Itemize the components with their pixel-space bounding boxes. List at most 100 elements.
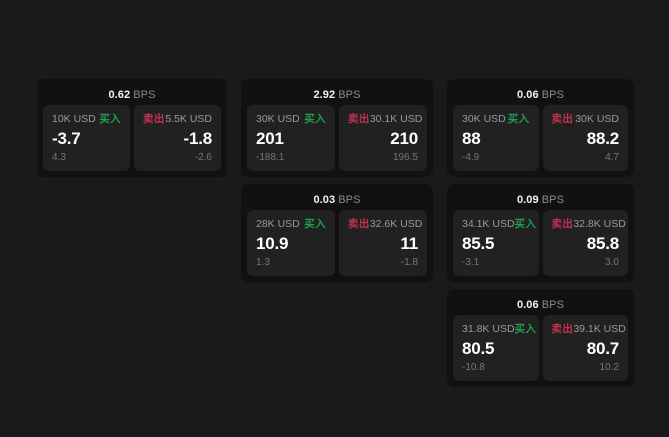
bid-header: 30K USD 买入	[256, 113, 326, 125]
quote-card[interactable]: 0.06 BPS 30K USD 买入 88 -4.9 卖出 30K USD	[447, 79, 634, 177]
ask-price: 210	[390, 129, 418, 148]
spread-value: 0.06	[516, 299, 539, 311]
ask-size: 30K USD	[575, 113, 619, 125]
ask-panel[interactable]: 卖出 30.1K USD 210 196.5	[339, 105, 427, 171]
bid-panel[interactable]: 28K USD 买入 10.9 1.3	[247, 210, 335, 276]
ask-delta: 196.5	[392, 152, 418, 163]
card-sides: 10K USD 买入 -3.7 4.3 卖出 5.5K USD -1.8 -2.…	[43, 105, 221, 171]
ask-panel[interactable]: 卖出 32.6K USD 11 -1.8	[339, 210, 427, 276]
sell-label[interactable]: 卖出	[551, 323, 574, 335]
bid-header: 30K USD 买入	[462, 113, 530, 125]
ask-size: 32.8K USD	[573, 218, 626, 230]
ask-header: 卖出 5.5K USD	[143, 113, 212, 125]
ask-header: 卖出 32.8K USD	[551, 218, 626, 230]
quote-card[interactable]: 0.09 BPS 34.1K USD 买入 85.5 -3.1 卖出 32.8K …	[447, 184, 634, 282]
bid-delta: -3.1	[462, 257, 480, 268]
spread-unit: BPS	[338, 194, 361, 206]
ask-panel[interactable]: 卖出 32.8K USD 85.8 3.0	[542, 210, 628, 276]
ask-price: 80.7	[586, 339, 619, 358]
card-sides: 30K USD 买入 201 -188.1 卖出 30.1K USD 210 1…	[247, 105, 427, 171]
card-spread-header: 2.92 BPS	[247, 85, 427, 105]
card-sides: 30K USD 买入 88 -4.9 卖出 30K USD 88.2 4.7	[453, 105, 628, 171]
bid-header: 34.1K USD 买入	[462, 218, 536, 230]
card-spread-header: 0.62 BPS	[43, 85, 221, 105]
bid-price: 80.5	[462, 339, 495, 358]
ask-header: 卖出 30.1K USD	[348, 113, 422, 125]
buy-label[interactable]: 买入	[304, 218, 326, 230]
card-sides: 34.1K USD 买入 85.5 -3.1 卖出 32.8K USD 85.8…	[453, 210, 628, 276]
bid-header: 28K USD 买入	[256, 218, 326, 230]
card-spread-header: 0.03 BPS	[247, 190, 427, 210]
card-spread-header: 0.06 BPS	[453, 85, 628, 105]
bid-delta: -10.8	[462, 362, 485, 373]
spread-unit: BPS	[338, 89, 361, 101]
ask-size: 39.1K USD	[573, 323, 626, 335]
bid-panel[interactable]: 10K USD 买入 -3.7 4.3	[43, 105, 130, 171]
quote-card[interactable]: 2.92 BPS 30K USD 买入 201 -188.1 卖出 30.1K U…	[241, 79, 433, 177]
spread-unit: BPS	[541, 299, 565, 311]
quote-card[interactable]: 0.03 BPS 28K USD 买入 10.9 1.3 卖出 32.6K USD	[241, 184, 433, 282]
spread-value: 0.03	[313, 194, 336, 206]
spread-value: 0.09	[516, 194, 539, 206]
bid-size: 30K USD	[462, 113, 506, 125]
card-sides: 31.8K USD 买入 80.5 -10.8 卖出 39.1K USD 80.…	[453, 315, 628, 381]
ask-delta: 3.0	[605, 257, 619, 268]
spread-value: 2.92	[313, 89, 336, 101]
buy-label[interactable]: 买入	[514, 218, 537, 230]
card-spread-header: 0.06 BPS	[453, 295, 628, 315]
ask-price: 88.2	[586, 129, 619, 148]
bid-panel[interactable]: 30K USD 买入 88 -4.9	[453, 105, 539, 171]
card-spread-header: 0.09 BPS	[453, 190, 628, 210]
ask-delta: -2.6	[194, 152, 212, 163]
bid-price: 10.9	[256, 234, 289, 253]
bid-price: 201	[256, 129, 284, 148]
buy-label[interactable]: 买入	[507, 113, 530, 125]
bid-header: 10K USD 买入	[52, 113, 121, 125]
bid-panel[interactable]: 34.1K USD 买入 85.5 -3.1	[453, 210, 539, 276]
ask-panel[interactable]: 卖出 5.5K USD -1.8 -2.6	[134, 105, 221, 171]
bid-price: -3.7	[52, 129, 81, 148]
bid-size: 31.8K USD	[462, 323, 515, 335]
ask-header: 卖出 39.1K USD	[551, 323, 626, 335]
ask-price: -1.8	[183, 129, 213, 148]
quote-card[interactable]: 0.06 BPS 31.8K USD 买入 80.5 -10.8 卖出 39.1K…	[447, 289, 634, 387]
bid-panel[interactable]: 30K USD 买入 201 -188.1	[247, 105, 335, 171]
bid-size: 34.1K USD	[462, 218, 515, 230]
bid-size: 30K USD	[256, 113, 300, 125]
ask-delta: -1.8	[400, 257, 418, 268]
bid-panel[interactable]: 31.8K USD 买入 80.5 -10.8	[453, 315, 539, 381]
spread-value: 0.06	[516, 89, 539, 101]
buy-label[interactable]: 买入	[514, 323, 537, 335]
bid-size: 10K USD	[52, 113, 96, 125]
bid-price: 88	[462, 129, 481, 148]
sell-label[interactable]: 卖出	[143, 113, 165, 125]
buy-label[interactable]: 买入	[304, 113, 326, 125]
sell-label[interactable]: 卖出	[551, 218, 574, 230]
sell-label[interactable]: 卖出	[348, 218, 370, 230]
ask-header: 卖出 30K USD	[552, 113, 620, 125]
spread-value: 0.62	[108, 89, 131, 101]
ask-panel[interactable]: 卖出 30K USD 88.2 4.7	[542, 105, 628, 171]
ask-delta: 10.2	[599, 362, 619, 373]
bid-header: 31.8K USD 买入	[462, 323, 536, 335]
sell-label[interactable]: 卖出	[551, 113, 574, 125]
ask-header: 卖出 32.6K USD	[348, 218, 422, 230]
ask-size: 30.1K USD	[369, 113, 423, 125]
sell-label[interactable]: 卖出	[348, 113, 370, 125]
ask-panel[interactable]: 卖出 39.1K USD 80.7 10.2	[542, 315, 628, 381]
spread-unit: BPS	[133, 89, 156, 101]
ask-price: 85.8	[586, 234, 619, 253]
buy-label[interactable]: 买入	[99, 113, 121, 125]
spread-unit: BPS	[541, 89, 565, 101]
bid-delta: 1.3	[256, 257, 270, 268]
quote-card[interactable]: 0.62 BPS 10K USD 买入 -3.7 4.3 卖出 5.5K USD	[37, 79, 227, 177]
card-sides: 28K USD 买入 10.9 1.3 卖出 32.6K USD 11 -1.8	[247, 210, 427, 276]
spread-unit: BPS	[541, 194, 565, 206]
ask-size: 5.5K USD	[165, 113, 212, 125]
ask-price: 11	[400, 234, 418, 253]
bid-delta: 4.3	[52, 152, 66, 163]
ask-size: 32.6K USD	[369, 218, 423, 230]
bid-delta: -188.1	[256, 152, 285, 163]
